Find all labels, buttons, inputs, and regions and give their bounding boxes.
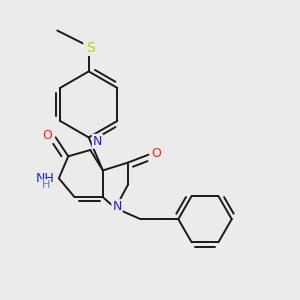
Text: S: S — [84, 41, 93, 55]
Text: O: O — [151, 147, 161, 160]
Text: N: N — [93, 135, 102, 148]
Text: NH: NH — [35, 172, 54, 185]
Text: S: S — [86, 41, 95, 55]
Text: O: O — [43, 129, 52, 142]
Text: N: N — [112, 200, 122, 213]
Text: H: H — [41, 180, 50, 190]
